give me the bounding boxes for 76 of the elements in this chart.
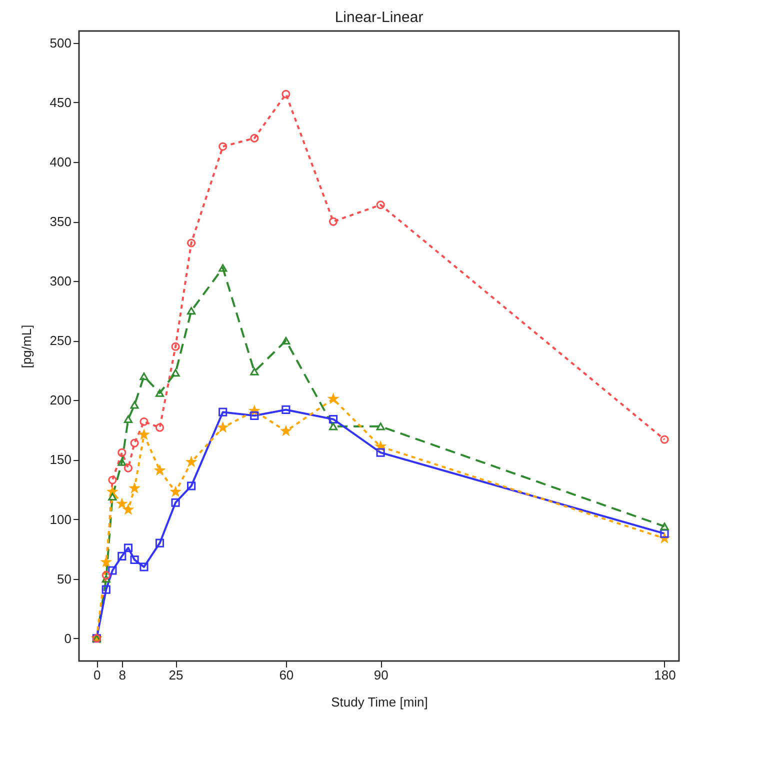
point [170,486,182,498]
point [128,482,141,494]
y-tick-label: 0 [64,630,72,646]
y-tick-label: 150 [50,452,72,468]
point [282,336,290,344]
point [171,368,180,377]
point [155,423,164,432]
point [187,238,196,248]
point [102,575,110,583]
x-tick-label: 180 [654,668,676,682]
point [118,458,126,466]
point [171,498,180,507]
point [138,428,150,440]
point [376,448,385,457]
point [130,401,139,409]
x-tick-label: 25 [168,668,184,682]
point [124,415,132,424]
point [102,585,110,594]
point [140,372,148,380]
point [102,570,110,580]
y-tick-label: 450 [50,94,72,110]
point [282,90,290,98]
point [100,556,112,568]
point [130,438,139,448]
point [376,200,385,210]
y-tick-label: 400 [50,154,72,170]
point [140,417,148,426]
point [124,464,132,472]
y-axis-title: [pg/mL] [18,324,34,368]
point [328,414,338,424]
point [116,497,128,509]
point [218,142,228,151]
x-tick-label: 0 [94,668,101,682]
x-axis-title: Study Time [min] [331,694,428,710]
point [216,421,229,433]
point [376,422,385,430]
point [108,476,117,484]
point [327,392,340,404]
y-tick-label: 100 [50,512,72,527]
point [122,503,134,515]
y-tick-label: 300 [50,274,72,289]
point [328,422,338,430]
point [250,134,259,142]
point [660,522,669,530]
point [660,529,669,538]
y-tick-label: 200 [50,392,72,408]
point [187,307,196,315]
point [108,492,117,500]
point [185,456,198,468]
point [154,464,166,476]
point [660,435,669,444]
chart-title: Linear-Linear [334,9,424,26]
x-tick-label: 90 [374,668,388,682]
point [118,552,126,560]
point [187,482,196,490]
point [282,405,290,414]
y-tick-label: 350 [50,214,72,230]
point [218,264,228,272]
point [155,389,164,397]
point [171,342,180,351]
y-tick-label: 250 [50,333,72,348]
y-tick-label: 500 [50,35,72,50]
point [328,217,338,226]
point [250,368,259,376]
point [130,555,139,564]
point [140,562,148,572]
point [155,538,164,548]
point [124,544,132,552]
x-tick-label: 8 [118,668,126,682]
point [218,408,228,416]
x-tick-label: 60 [279,668,294,682]
point [280,424,292,436]
point [118,448,126,457]
point [250,411,259,420]
y-tick-label: 50 [57,571,72,586]
point [108,566,117,575]
